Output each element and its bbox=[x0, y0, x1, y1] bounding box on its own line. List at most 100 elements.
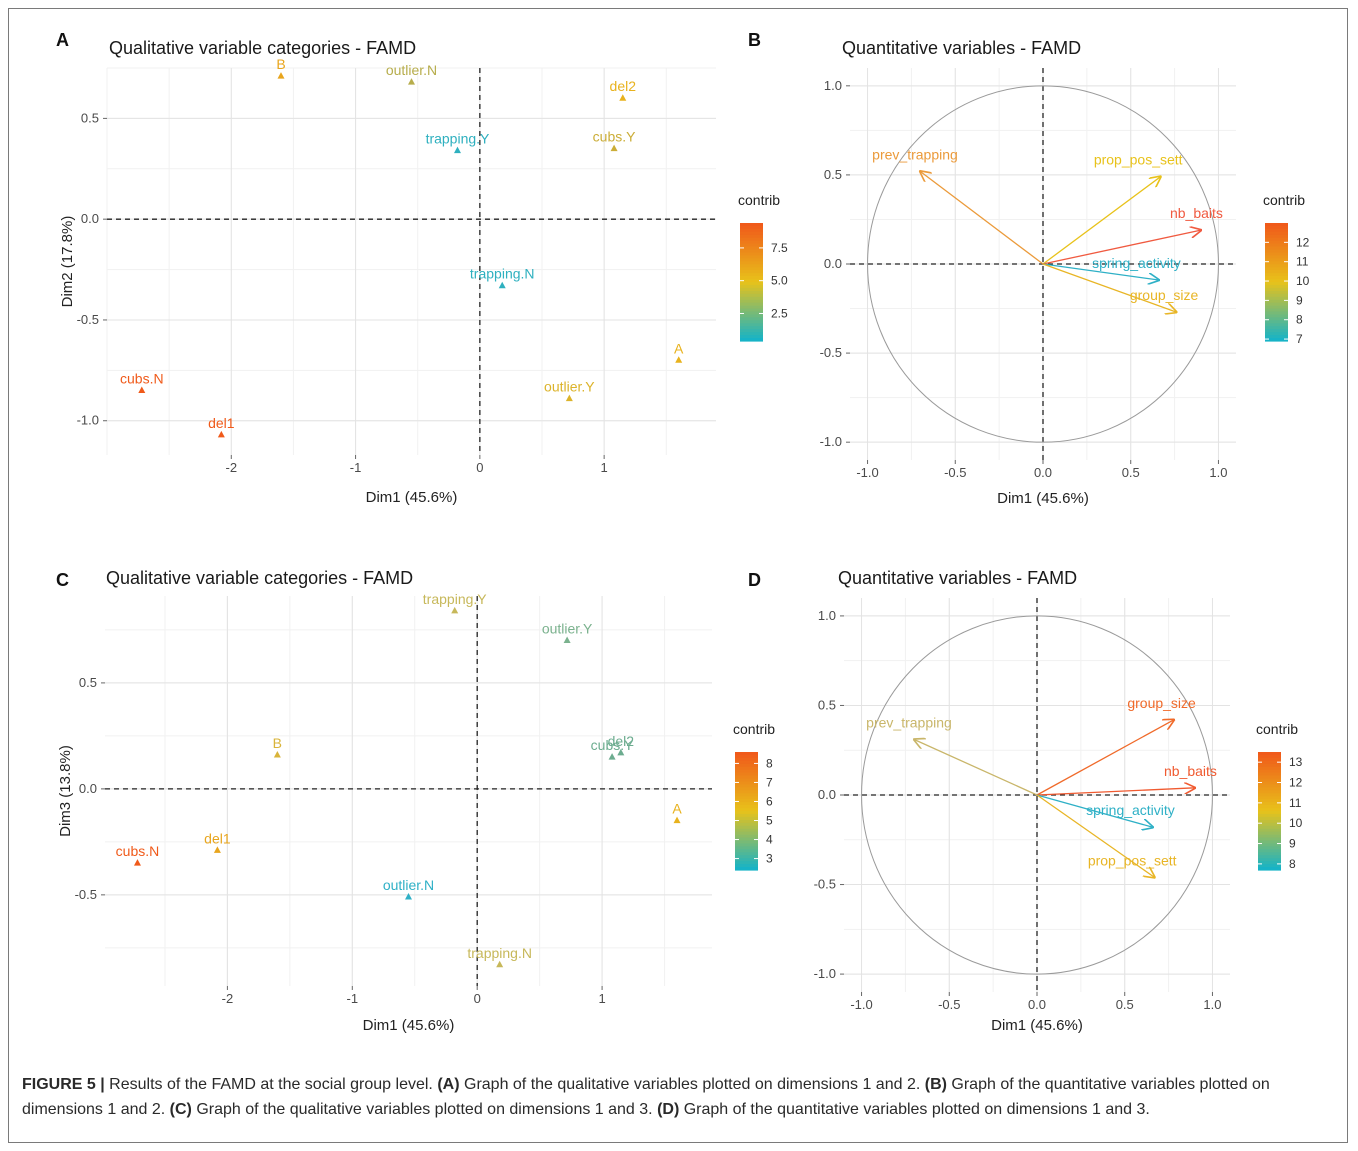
panel-b-legend-bar-segment bbox=[1265, 243, 1288, 248]
panel-d-x-tick-label: 0.5 bbox=[1116, 997, 1134, 1012]
panel-c-legend-bar-segment bbox=[735, 831, 758, 836]
panel-b-legend-bar-segment bbox=[1265, 335, 1288, 339]
panel-d-y-tick-label: 0.0 bbox=[818, 787, 836, 802]
panel-d-legend-bar-segment bbox=[1258, 849, 1281, 853]
panel-c-letter: C bbox=[56, 570, 69, 590]
panel-c-legend-bar-segment bbox=[735, 846, 758, 850]
panel-a-point bbox=[408, 78, 415, 85]
panel-a-title: Qualitative variable categories - FAMD bbox=[109, 38, 416, 58]
panel-d-arrow bbox=[1036, 794, 1155, 877]
panel-a-legend-bar-segment bbox=[740, 228, 763, 233]
panel-a-point-label: A bbox=[674, 340, 684, 356]
panel-c-y-tick-label: 0.5 bbox=[79, 675, 97, 690]
panel-a-legend-bar-segment bbox=[740, 287, 763, 292]
panel-c-legend-bar-segment bbox=[735, 858, 758, 862]
panel-b-legend-bar-segment bbox=[1265, 338, 1288, 342]
panel-d-legend-bar-segment bbox=[1258, 754, 1281, 759]
panel-a-legend-bar-segment bbox=[740, 231, 763, 236]
panel-b-legend-bar-segment bbox=[1265, 293, 1288, 298]
panel-b-legend-bar-segment bbox=[1265, 299, 1288, 304]
panel-a-point bbox=[217, 430, 225, 438]
panel-d-legend-tick-label: 12 bbox=[1289, 776, 1303, 790]
panel-d-legend-bar-segment bbox=[1258, 828, 1281, 833]
panel-c-legend-bar-segment bbox=[735, 822, 758, 827]
panel-c-legend-bar-segment bbox=[735, 867, 758, 871]
panel-b-arrow-label: prev_trapping bbox=[872, 146, 958, 162]
panel-b-legend-bar-segment bbox=[1265, 267, 1288, 271]
panel-c-legend-tick-label: 7 bbox=[766, 775, 773, 789]
panel-a-point-label: trapping.Y bbox=[426, 131, 490, 147]
panel-b-legend-bar-segment bbox=[1265, 252, 1288, 257]
panel-c-legend-bar-segment bbox=[735, 852, 758, 856]
panel-b-arrow bbox=[1042, 230, 1201, 265]
panel-c-point-label: cubs.N bbox=[116, 843, 160, 859]
panel-c-x-tick-label: 1 bbox=[598, 991, 605, 1006]
panel-d-legend-bar-segment bbox=[1258, 796, 1281, 800]
panel-c-point-label: del2 bbox=[608, 733, 635, 749]
panel-b-legend-bar-segment bbox=[1265, 302, 1288, 307]
panel-b-legend-bar-segment bbox=[1265, 234, 1288, 239]
panel-d-legend-bar-segment bbox=[1258, 802, 1281, 806]
panel-c-legend-bar-segment bbox=[735, 760, 758, 765]
panel-a-point-label: trapping.N bbox=[470, 266, 535, 282]
panel-b-arrow-label: prop_pos_sett bbox=[1094, 152, 1183, 168]
panel-b-legend-bar-segment bbox=[1265, 332, 1288, 336]
panel-a-legend-bar-segment bbox=[740, 326, 763, 330]
panel-a-legend-bar-segment bbox=[740, 246, 763, 251]
panel-a-legend-bar-segment bbox=[740, 308, 763, 313]
panel-a-point bbox=[138, 386, 146, 393]
panel-a-y-axis-label: Dim2 (17.8%) bbox=[59, 216, 76, 308]
panel-a-legend-bar-segment bbox=[740, 282, 763, 286]
panel-a-legend-bar-segment bbox=[740, 323, 763, 327]
panel-c-legend-bar-segment bbox=[735, 819, 758, 824]
panel-d-legend-bar-segment bbox=[1258, 799, 1281, 803]
panel-c-legend-bar-segment bbox=[735, 805, 758, 809]
panel-a-letter: A bbox=[56, 30, 69, 50]
panel-d-legend-bar-segment bbox=[1258, 822, 1281, 827]
caption-text-3: Graph of the quantitative variables plot… bbox=[22, 1076, 1270, 1118]
caption-label: FIGURE 5 | bbox=[22, 1076, 105, 1093]
panel-c-y-tick-label: 0.0 bbox=[79, 781, 97, 796]
panel-a-legend-bar-segment bbox=[740, 255, 763, 259]
figure-caption: FIGURE 5 | Results of the FAMD at the so… bbox=[22, 1072, 1344, 1122]
panel-a-y-tick-label: -1.0 bbox=[77, 413, 99, 428]
panel-b-arrow-label: spring_activity bbox=[1092, 255, 1181, 271]
panel-b-legend-bar-segment bbox=[1265, 223, 1288, 227]
panel-c-point bbox=[563, 636, 571, 644]
panel-a-legend-bar-segment bbox=[740, 290, 763, 295]
panel-d-legend-bar-segment bbox=[1258, 816, 1281, 821]
panel-a-x-tick-label: -1 bbox=[350, 460, 362, 475]
panel-d-legend-bar-segment bbox=[1258, 846, 1281, 850]
panel-b-legend-tick-label: 11 bbox=[1296, 255, 1309, 269]
panel-a-legend-bar-segment bbox=[740, 338, 763, 342]
panel-c-point-label: trapping.Y bbox=[423, 591, 487, 607]
panel-b-legend-bar-segment bbox=[1265, 231, 1288, 236]
panel-b-legend-bar-segment bbox=[1265, 323, 1288, 327]
panel-c-x-axis-label: Dim1 (45.6%) bbox=[363, 1017, 455, 1034]
panel-c-legend-bar-segment bbox=[735, 778, 758, 783]
caption-ref-c: (C) bbox=[169, 1101, 192, 1118]
panel-c-legend-bar-segment bbox=[735, 775, 758, 780]
panel-b-legend-tick-label: 7 bbox=[1296, 332, 1303, 346]
panel-d-legend-tick-label: 10 bbox=[1289, 816, 1303, 830]
panel-d-legend-bar-segment bbox=[1258, 819, 1281, 824]
panel-b-legend-bar-segment bbox=[1265, 261, 1288, 265]
panel-a-legend-bar-segment bbox=[740, 270, 763, 274]
panel-c-legend-bar-segment bbox=[735, 840, 758, 845]
panel-c-legend-title: contrib bbox=[733, 721, 775, 737]
panel-d-legend-bar-segment bbox=[1258, 752, 1281, 756]
panel-c-legend-bar-segment bbox=[735, 808, 758, 812]
panel-a-point bbox=[675, 356, 683, 363]
panel-b-legend-bar-segment bbox=[1265, 314, 1288, 318]
panel-c-legend-bar-segment bbox=[735, 752, 758, 756]
panel-c-point-label: outlier.Y bbox=[542, 621, 593, 637]
panel-a-point-label: outlier.Y bbox=[544, 379, 595, 395]
panel-d-x-tick-label: -0.5 bbox=[938, 997, 960, 1012]
panel-a-x-tick-label: -2 bbox=[226, 460, 238, 475]
panel-c-point bbox=[617, 748, 625, 756]
panel-c-point-label: trapping.N bbox=[467, 945, 532, 961]
caption-text-5: Graph of the quantitative variables plot… bbox=[679, 1101, 1150, 1118]
panel-b-legend-bar-segment bbox=[1265, 326, 1288, 330]
panel-c-legend-bar-segment bbox=[735, 837, 758, 842]
panel-a-legend-bar-segment bbox=[740, 311, 763, 316]
